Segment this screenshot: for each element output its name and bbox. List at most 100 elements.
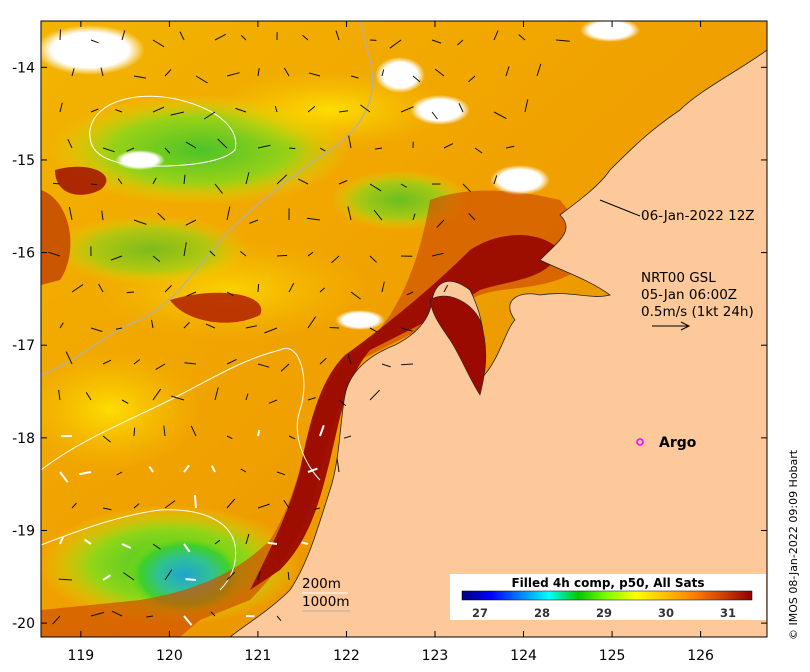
current-vector xyxy=(59,102,63,113)
contour-200-label: 200m xyxy=(302,576,341,592)
current-vector xyxy=(133,75,147,79)
current-vector xyxy=(164,69,172,77)
y-tick-label: -19 xyxy=(12,523,35,539)
current-vector xyxy=(151,319,154,329)
current-vector xyxy=(126,147,135,152)
current-vector xyxy=(179,31,185,41)
current-vector xyxy=(164,285,172,293)
current-vector xyxy=(276,254,288,257)
current-vector xyxy=(257,68,260,77)
current-vector xyxy=(431,39,442,44)
current-vector xyxy=(100,67,104,77)
current-vector xyxy=(111,610,123,617)
current-vector xyxy=(257,503,270,509)
current-vector xyxy=(84,538,92,545)
current-vector xyxy=(183,464,190,473)
current-vector xyxy=(493,30,499,41)
current-vector xyxy=(297,178,309,185)
current-vector xyxy=(183,242,187,257)
current-vector xyxy=(58,389,61,401)
current-vector xyxy=(443,284,449,293)
current-time-label: 05-Jan 06:00Z xyxy=(641,287,737,303)
current-vector xyxy=(257,429,261,437)
y-tick-label: -20 xyxy=(12,616,35,632)
y-tick-label: -17 xyxy=(12,338,35,354)
current-vector xyxy=(210,465,216,473)
current-vector xyxy=(59,536,65,545)
current-vector xyxy=(164,569,173,581)
colorbar-title: Filled 4h comp, p50, All Sats xyxy=(511,576,704,590)
current-vector xyxy=(536,63,542,77)
current-vector xyxy=(350,75,359,79)
current-vector xyxy=(226,206,231,221)
current-vector xyxy=(163,425,166,437)
current-vector xyxy=(226,435,233,440)
current-vector xyxy=(85,392,92,401)
sst-patch-yellow xyxy=(41,350,200,470)
current-vector xyxy=(493,111,507,120)
current-vector xyxy=(336,458,340,473)
sst-patch-hot xyxy=(55,166,107,195)
current-vector xyxy=(226,358,237,365)
current-vector xyxy=(493,175,498,185)
current-vector xyxy=(373,209,383,221)
current-vector xyxy=(518,34,526,41)
current-vector xyxy=(381,281,385,293)
current-vector xyxy=(183,174,186,185)
current-vector xyxy=(369,183,382,192)
x-tick-label: 120 xyxy=(156,648,183,664)
current-vector xyxy=(268,399,278,404)
colorbar-tick-label: 27 xyxy=(472,606,488,620)
cloud-patch xyxy=(490,165,550,195)
y-tick-label: -16 xyxy=(12,246,35,262)
current-vector xyxy=(235,107,247,113)
current-vector xyxy=(133,427,136,437)
current-vector xyxy=(257,144,271,149)
current-vector xyxy=(148,466,154,473)
cloud-patch xyxy=(41,25,145,75)
current-vector xyxy=(360,104,371,113)
colorbar-tick-label: 30 xyxy=(658,606,674,620)
current-vector xyxy=(431,252,444,257)
current-vector xyxy=(240,468,247,473)
current-vector xyxy=(313,507,321,511)
current-vector xyxy=(443,143,454,149)
current-vector xyxy=(79,471,92,476)
current-vector xyxy=(288,147,296,150)
current-source-label: NRT00 GSL xyxy=(641,270,716,286)
current-vector xyxy=(152,39,165,48)
current-vector xyxy=(171,395,185,401)
coastal-hot-band xyxy=(250,235,560,590)
current-vector xyxy=(214,183,223,194)
current-vector xyxy=(185,141,197,149)
current-vector xyxy=(301,541,309,545)
current-vector xyxy=(400,183,407,188)
current-vector xyxy=(164,147,171,154)
current-vector xyxy=(115,327,123,330)
current-vector xyxy=(412,75,421,83)
current-vector xyxy=(431,111,438,120)
current-vector xyxy=(190,425,197,437)
current-vector xyxy=(146,615,154,618)
current-vector xyxy=(65,351,73,365)
current-vector xyxy=(287,572,290,581)
argo-label: Argo xyxy=(659,435,697,451)
current-vector xyxy=(264,327,278,334)
current-vector xyxy=(257,571,261,581)
current-vector xyxy=(152,106,165,113)
current-vector xyxy=(302,34,309,41)
x-tick-label: 121 xyxy=(245,648,272,664)
current-vector xyxy=(102,574,112,581)
current-vector xyxy=(115,109,123,113)
x-tick-label: 119 xyxy=(67,648,94,664)
current-vector xyxy=(205,323,216,329)
current-vector xyxy=(381,363,391,368)
current-vector xyxy=(102,359,112,365)
colorbar-gradient xyxy=(461,590,753,601)
current-vector xyxy=(412,213,416,221)
current-vector xyxy=(71,284,84,293)
current-vector xyxy=(369,389,380,401)
current-vector xyxy=(307,106,316,113)
current-vector xyxy=(276,174,288,185)
current-vector xyxy=(406,291,414,296)
